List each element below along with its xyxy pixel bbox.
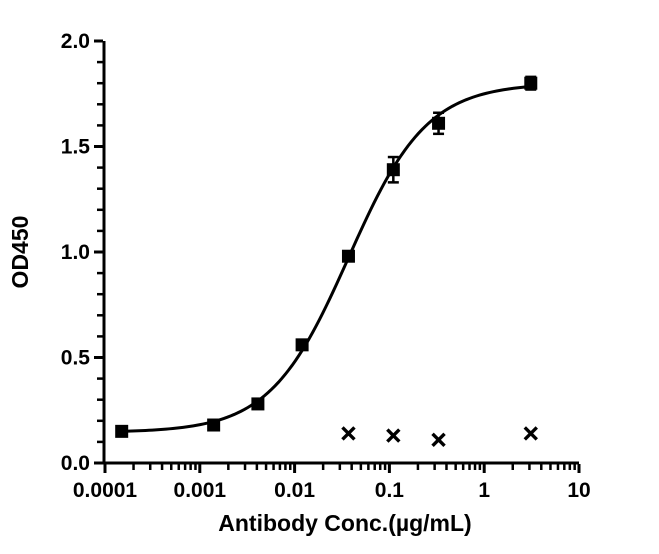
- y-tick-label: 2.0: [61, 30, 90, 53]
- data-point-x-cross: [431, 432, 446, 447]
- data-point-square: [386, 163, 400, 177]
- y-tick-label: 1.0: [61, 241, 90, 264]
- y-tick-label: 0.0: [61, 452, 90, 475]
- fit-curve: [121, 85, 531, 433]
- x-tick-label: 0.0001: [73, 479, 138, 502]
- data-point-x-cross: [386, 428, 401, 443]
- data-point-square: [524, 76, 538, 90]
- x-tick-label: 10: [567, 479, 590, 502]
- x-cross-stroke: [431, 432, 446, 447]
- y-tick-label: 0.5: [61, 347, 91, 370]
- data-point-x-cross: [523, 426, 538, 441]
- x-cross-stroke: [386, 428, 401, 443]
- x-axis-title: Antibody Conc.(µg/mL): [218, 510, 471, 536]
- data-point-square: [115, 424, 129, 438]
- x-tick-label: 0.1: [375, 479, 405, 502]
- data-point-square: [432, 116, 446, 130]
- data-point-square: [295, 338, 309, 352]
- x-cross-stroke: [341, 426, 356, 441]
- x-cross-stroke: [523, 426, 538, 441]
- data-point-square: [207, 418, 221, 432]
- x-tick-label: 0.01: [274, 479, 315, 502]
- data-point-square: [341, 249, 355, 263]
- y-axis-title: OD450: [7, 216, 33, 289]
- x-tick-label: 0.001: [174, 479, 227, 502]
- data-point-x-cross: [341, 426, 356, 441]
- data-point-square: [251, 397, 265, 411]
- x-tick-label: 1: [478, 479, 490, 502]
- plot-layer: 0.0 0.5 1.0 1.5 2.0 0.0001 0.001 0.01 0.1 1 10: [61, 30, 591, 502]
- y-tick-label: 1.5: [61, 136, 91, 159]
